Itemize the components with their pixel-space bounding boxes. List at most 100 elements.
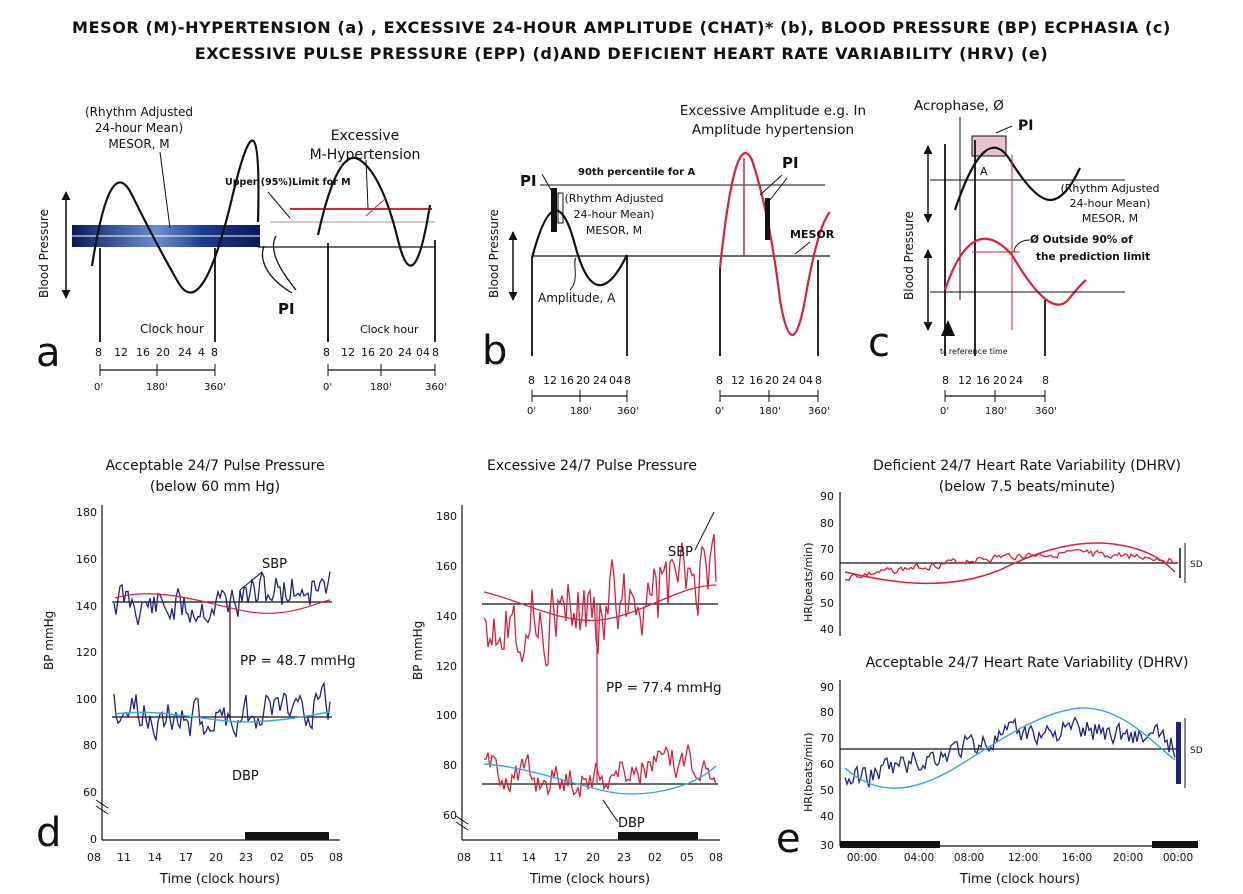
upper-limit-label: Upper (95%)Limit for M (225, 177, 351, 188)
svg-text:23: 23 (239, 851, 253, 864)
pp-label-right: PP = 77.4 mmHg (606, 680, 722, 696)
svg-text:16:00: 16:00 (1062, 852, 1092, 864)
svg-text:360': 360' (204, 382, 226, 393)
svg-text:70: 70 (820, 543, 834, 556)
svg-text:20:00: 20:00 (1113, 852, 1143, 864)
svg-text:0': 0' (94, 382, 103, 393)
svg-text:360': 360' (617, 406, 639, 417)
bp-curve-c-bottom (943, 237, 1087, 306)
svg-text:0': 0' (323, 382, 332, 393)
e-xticks: 00:00 04:00 08:00 12:00 16:00 20:00 00:0… (847, 852, 1193, 864)
night-bar-left (245, 832, 329, 840)
sbp-label-left: SBP (262, 557, 287, 572)
excessive-amp-l2: Amplitude hypertension (692, 122, 854, 138)
svg-text:04: 04 (799, 374, 813, 387)
bp-curve-left (90, 139, 260, 294)
svg-text:20: 20 (379, 346, 393, 359)
svg-text:180': 180' (146, 382, 168, 393)
amplitude-label: Amplitude, A (538, 291, 616, 305)
svg-text:30: 30 (820, 839, 834, 852)
svg-text:17: 17 (179, 851, 193, 864)
dbp-fit-right (483, 763, 717, 795)
mesor-pointer (159, 151, 171, 229)
panel-d: Acceptable 24/7 Pulse Pressure (below 60… (36, 458, 723, 887)
svg-text:8: 8 (1042, 374, 1049, 387)
svg-text:16: 16 (976, 374, 990, 387)
svg-text:180': 180' (759, 406, 781, 417)
mesor-label-l1: (Rhythm Adjusted (85, 105, 193, 119)
mesor-label-b-l2: 24-hour Mean) (574, 208, 655, 221)
svg-text:20: 20 (209, 851, 223, 864)
svg-text:40: 40 (820, 810, 834, 823)
panel-letter-b: b (482, 328, 507, 374)
svg-text:05: 05 (680, 851, 694, 864)
svg-text:120: 120 (436, 660, 457, 673)
figure-title-line-2: EXCESSIVE PULSE PRESSURE (EPP) (d)AND DE… (194, 44, 1049, 63)
svg-text:12: 12 (731, 374, 745, 387)
svg-text:02: 02 (648, 851, 662, 864)
excessive-amp-l1: Excessive Amplitude e.g. In (680, 103, 866, 119)
svg-text:160: 160 (436, 560, 457, 573)
pi-arrow (261, 245, 293, 294)
mesor-label-b-l3: MESOR, M (586, 224, 642, 237)
a-label-c: A (980, 165, 988, 178)
d-right-xticks: 08 11 14 17 20 23 02 05 08 (457, 851, 723, 864)
mesor-label-l2: 24-hour Mean) (95, 121, 183, 135)
svg-text:8: 8 (211, 346, 218, 359)
dbp-trace-right (483, 744, 717, 798)
hr-fit-acceptable (844, 707, 1176, 789)
hour-ticks-a-right: 8 12 16 20 24 04 8 (323, 346, 439, 359)
panel-b: Excessive Amplitude e.g. In Amplitude hy… (482, 103, 866, 417)
svg-text:20: 20 (765, 374, 779, 387)
clock-hour-right: Clock hour (360, 323, 419, 336)
e-top-title-l2: (below 7.5 beats/minute) (939, 479, 1115, 495)
pi-bar-left (551, 188, 557, 232)
svg-text:08: 08 (457, 851, 471, 864)
svg-text:16: 16 (560, 374, 574, 387)
panel-letter-e: e (776, 816, 801, 862)
svg-text:14: 14 (148, 851, 162, 864)
mesor-label-c-l3: MESOR, M (1082, 212, 1138, 225)
excessive-pointer (365, 159, 369, 209)
svg-text:8: 8 (432, 346, 439, 359)
svg-text:40: 40 (820, 623, 834, 636)
svg-text:04:00: 04:00 (904, 852, 934, 864)
svg-text:0': 0' (715, 406, 724, 417)
blood-pressure-label-b: Blood Pressure (487, 209, 501, 298)
svg-text:8: 8 (323, 346, 330, 359)
pi-box-c (971, 135, 1007, 157)
mesor-label-c-l1: (Rhythm Adjusted (1060, 182, 1159, 195)
svg-text:20: 20 (576, 374, 590, 387)
degree-ticks-a-right: 0' 180' 360' (323, 382, 447, 393)
d-right-xlabel: Time (clock hours) (529, 872, 650, 887)
hour-ticks-c: 8 12 16 20 24 8 (942, 374, 1049, 387)
svg-text:360': 360' (425, 382, 447, 393)
svg-text:12: 12 (543, 374, 557, 387)
svg-text:24: 24 (782, 374, 796, 387)
svg-text:60: 60 (820, 570, 834, 583)
svg-text:80: 80 (820, 517, 834, 530)
d-ylabel-right: BP mmHg (411, 621, 425, 680)
svg-text:4: 4 (198, 346, 205, 359)
svg-text:140: 140 (76, 600, 97, 613)
excessive-label-l1: Excessive (331, 128, 400, 144)
panel-letter-c: c (868, 320, 890, 366)
night-bar-right (618, 832, 698, 840)
svg-text:80: 80 (820, 706, 834, 719)
panel-e: Deficient 24/7 Heart Rate Variability (D… (776, 458, 1203, 887)
dbp-label-left: DBP (232, 769, 259, 784)
excess-tick (365, 197, 387, 217)
panel-letter-a: a (36, 330, 61, 376)
sbp-fit-right (483, 584, 717, 622)
svg-text:20: 20 (156, 346, 170, 359)
d-right-title: Excessive 24/7 Pulse Pressure (487, 458, 697, 474)
svg-text:90: 90 (820, 490, 834, 503)
svg-text:08: 08 (329, 851, 343, 864)
degree-ticks-b-right: 0' 180' 360' (715, 406, 830, 417)
upper-limit-pointer (267, 191, 291, 219)
hour-ticks-b-left: 8 12 16 20 24 04 8 (528, 374, 631, 387)
d-ylabel-left: BP mmHg (42, 611, 56, 670)
percentile-label: 90th percentile for A (578, 167, 696, 178)
dbp-label-right: DBP (618, 816, 645, 831)
svg-text:8: 8 (942, 374, 949, 387)
